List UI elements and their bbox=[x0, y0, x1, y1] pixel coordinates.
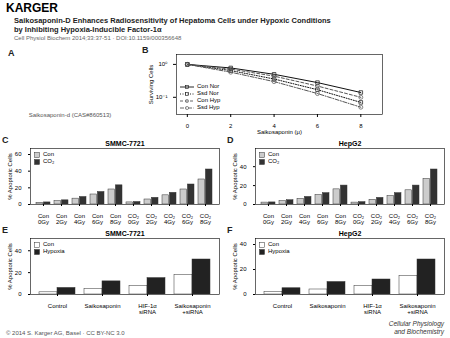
svg-text:% Apoptotic Cells: % Apoptotic Cells bbox=[7, 153, 13, 200]
svg-text:Surviving Cells: Surviving Cells bbox=[148, 65, 154, 105]
html-text:CO₂: CO₂ bbox=[43, 158, 55, 164]
svg-text:0: 0 bbox=[243, 291, 247, 297]
svg-text:Con0Gy: Con0Gy bbox=[38, 213, 49, 225]
svg-text:40: 40 bbox=[240, 241, 247, 247]
svg-text:4: 4 bbox=[272, 122, 276, 129]
svg-text:SMMC-7721: SMMC-7721 bbox=[105, 140, 144, 147]
html-text:Saikosaponin-D Enhances Radios: Saikosaponin-D Enhances Radiosensitivity… bbox=[14, 16, 331, 25]
svg-text:Con6Gy: Con6Gy bbox=[92, 213, 103, 225]
html-text:CO₂: CO₂ bbox=[268, 158, 280, 164]
svg-text:10⁻¹: 10⁻¹ bbox=[156, 94, 168, 100]
svg-text:CO₂4Gy: CO₂4Gy bbox=[389, 213, 401, 225]
svg-text:40: 40 bbox=[240, 164, 247, 170]
svg-text:Con2Gy: Con2Gy bbox=[56, 213, 67, 225]
html-text:Cellular Physiology: Cellular Physiology bbox=[388, 320, 444, 327]
svg-text:0: 0 bbox=[186, 123, 190, 129]
svg-text:2: 2 bbox=[229, 123, 233, 129]
html-text:A: A bbox=[8, 48, 15, 58]
svg-text:SMMC-7721: SMMC-7721 bbox=[105, 230, 144, 237]
html-text:Con: Con bbox=[43, 151, 54, 157]
svg-text:Con4Gy: Con4Gy bbox=[74, 213, 85, 225]
html-text:© 2014 S. Karger AG, Basel · C: © 2014 S. Karger AG, Basel · CC BY-NC 3.… bbox=[6, 330, 125, 336]
svg-text:20: 20 bbox=[15, 270, 22, 276]
svg-text:Saikosaponin+siRNA: Saikosaponin+siRNA bbox=[174, 303, 210, 315]
html-text:Con: Con bbox=[268, 151, 279, 157]
svg-text:Con6Gy: Con6Gy bbox=[317, 213, 328, 225]
svg-text:% Apoptotic Cells: % Apoptotic Cells bbox=[7, 243, 13, 290]
html-text:Ssd Nor: Ssd Nor bbox=[197, 90, 219, 96]
svg-text:0: 0 bbox=[18, 291, 22, 297]
svg-text:60: 60 bbox=[15, 151, 22, 157]
html-text:Hypoxia: Hypoxia bbox=[43, 248, 65, 254]
html-text:B: B bbox=[142, 45, 149, 55]
html-text:Con: Con bbox=[268, 241, 279, 247]
svg-text:CO₂6Gy: CO₂6Gy bbox=[182, 213, 194, 225]
svg-text:Saikosaponin+siRNA: Saikosaponin+siRNA bbox=[399, 303, 435, 315]
svg-text:CO₂8Gy: CO₂8Gy bbox=[425, 213, 437, 225]
svg-text:CO₂2Gy: CO₂2Gy bbox=[371, 213, 383, 225]
svg-text:Con8Gy: Con8Gy bbox=[335, 213, 346, 225]
svg-text:Control: Control bbox=[273, 303, 292, 309]
svg-text:CO₂0Gy: CO₂0Gy bbox=[353, 213, 365, 225]
html-text:and Biochemistry: and Biochemistry bbox=[394, 328, 444, 335]
html-text:C: C bbox=[2, 135, 9, 145]
svg-text:CO₂6Gy: CO₂6Gy bbox=[407, 213, 419, 225]
html-text:KARGER: KARGER bbox=[6, 1, 58, 15]
svg-text:Saikosaponin: Saikosaponin bbox=[84, 303, 120, 309]
svg-text:CO₂0Gy: CO₂0Gy bbox=[128, 213, 140, 225]
svg-text:% Apoptotic Cells: % Apoptotic Cells bbox=[232, 243, 238, 290]
svg-text:0: 0 bbox=[243, 201, 247, 207]
html-text:F: F bbox=[227, 225, 233, 235]
html-text:by Inhibiting Hypoxia-Inducibl: by Inhibiting Hypoxia-Inducible Factor-1… bbox=[14, 25, 162, 34]
svg-text:8: 8 bbox=[359, 123, 363, 129]
svg-text:Saikosaponin (μ): Saikosaponin (μ) bbox=[257, 129, 302, 135]
svg-text:20: 20 bbox=[240, 266, 247, 272]
html-text:Con Hyp: Con Hyp bbox=[197, 97, 221, 103]
html-text:Saikosaponin-d (CAS#860513): Saikosaponin-d (CAS#860513) bbox=[28, 112, 112, 118]
html-text:Cell Physiol Biochem 2014;33:3: Cell Physiol Biochem 2014;33:37-51 · DOI… bbox=[14, 35, 182, 41]
html-text:Con Nor: Con Nor bbox=[197, 83, 220, 89]
svg-text:CO₂4Gy: CO₂4Gy bbox=[164, 213, 176, 225]
svg-text:HepG2: HepG2 bbox=[339, 140, 362, 148]
svg-text:HepG2: HepG2 bbox=[339, 230, 362, 238]
svg-text:% Apoptotic Cells: % Apoptotic Cells bbox=[232, 153, 238, 200]
html-text:Ssd Hyp: Ssd Hyp bbox=[197, 104, 220, 110]
svg-text:CO₂2Gy: CO₂2Gy bbox=[146, 213, 158, 225]
html-text:E: E bbox=[2, 225, 8, 235]
html-text:D: D bbox=[227, 135, 234, 145]
svg-text:0: 0 bbox=[18, 201, 22, 207]
svg-text:Con8Gy: Con8Gy bbox=[110, 213, 121, 225]
svg-text:HIF-1αsiRNA: HIF-1αsiRNA bbox=[138, 303, 157, 315]
svg-text:Con4Gy: Con4Gy bbox=[299, 213, 310, 225]
svg-text:Con0Gy: Con0Gy bbox=[263, 213, 274, 225]
svg-text:20: 20 bbox=[15, 185, 22, 191]
svg-text:6: 6 bbox=[316, 123, 320, 129]
svg-text:Saikosaponin: Saikosaponin bbox=[309, 303, 345, 309]
svg-text:10⁰: 10⁰ bbox=[158, 61, 168, 67]
svg-text:Control: Control bbox=[48, 303, 67, 309]
svg-text:40: 40 bbox=[15, 248, 22, 254]
svg-text:20: 20 bbox=[240, 183, 247, 189]
svg-text:40: 40 bbox=[15, 168, 22, 174]
html-text:Con: Con bbox=[43, 241, 54, 247]
svg-text:HIF-1αsiRNA: HIF-1αsiRNA bbox=[363, 303, 382, 315]
html-text:Hypoxia: Hypoxia bbox=[268, 248, 290, 254]
svg-text:CO₂8Gy: CO₂8Gy bbox=[200, 213, 212, 225]
svg-text:Con2Gy: Con2Gy bbox=[281, 213, 292, 225]
